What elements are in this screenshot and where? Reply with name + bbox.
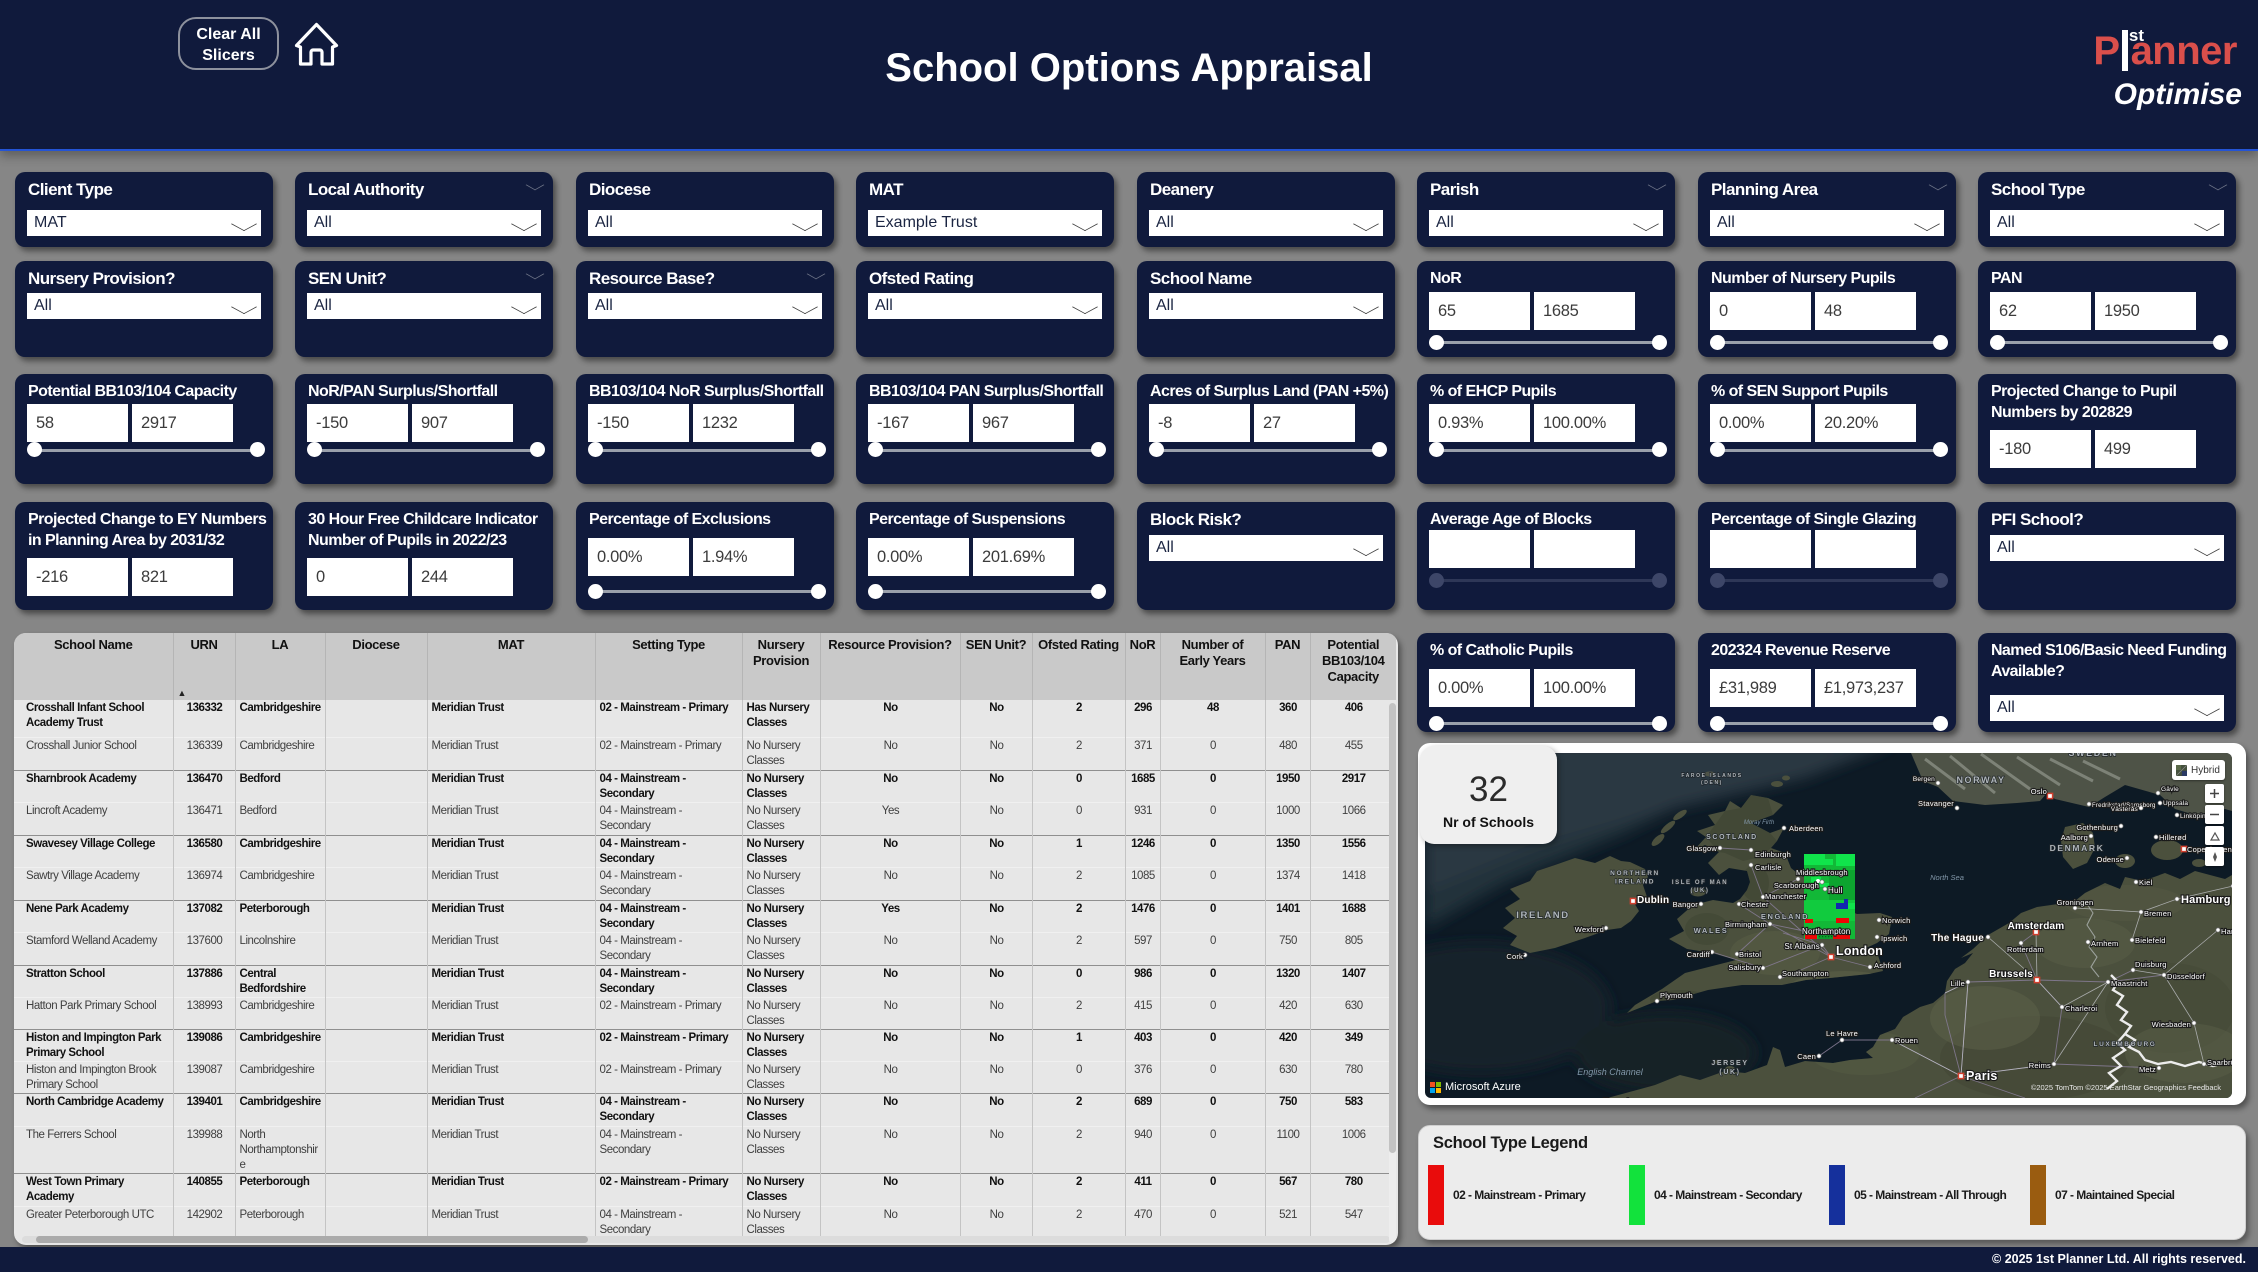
svg-text:Bremen: Bremen: [2144, 909, 2171, 918]
svg-text:Edinburgh: Edinburgh: [1755, 850, 1791, 859]
svg-text:Bristol: Bristol: [1739, 950, 1761, 959]
svg-text:Amsterdam: Amsterdam: [2008, 921, 2065, 932]
svg-text:Ashford: Ashford: [1874, 961, 1901, 970]
svg-text:Uppsala: Uppsala: [2163, 800, 2188, 807]
svg-text:Middlesbrough: Middlesbrough: [1796, 868, 1848, 877]
svg-text:Norwich: Norwich: [1882, 916, 1911, 925]
svg-text:NORTHERN: NORTHERN: [1610, 870, 1660, 877]
svg-text:Metz: Metz: [2139, 1065, 2156, 1074]
svg-text:Salisbury: Salisbury: [1728, 963, 1761, 972]
svg-text:Linköping: Linköping: [2180, 813, 2210, 820]
svg-text:(DEN): (DEN): [1701, 780, 1723, 786]
svg-text:(UK): (UK): [1719, 1069, 1740, 1076]
svg-text:Bielefeld: Bielefeld: [2135, 936, 2166, 945]
svg-text:(UK): (UK): [1690, 888, 1709, 894]
svg-text:Fredrikstad/Sarpsborg: Fredrikstad/Sarpsborg: [2092, 803, 2156, 809]
svg-text:London: London: [1836, 944, 1883, 958]
svg-text:The Hague: The Hague: [1931, 933, 1984, 944]
svg-text:Cork: Cork: [1506, 952, 1523, 961]
svg-text:IRELAND: IRELAND: [1516, 910, 1569, 921]
svg-text:Arnhem: Arnhem: [2091, 939, 2118, 948]
svg-text:Caen: Caen: [1797, 1052, 1816, 1061]
svg-text:Le Havre: Le Havre: [1826, 1029, 1858, 1038]
svg-text:JERSEY: JERSEY: [1711, 1060, 1748, 1067]
svg-text:IRELAND: IRELAND: [1615, 879, 1655, 886]
svg-text:Düsseldorf: Düsseldorf: [2167, 972, 2206, 981]
svg-text:Lille: Lille: [1951, 979, 1965, 988]
svg-text:FAROE ISLANDS: FAROE ISLANDS: [1681, 773, 1742, 779]
svg-text:Wiesbaden: Wiesbaden: [2152, 1020, 2191, 1029]
svg-text:Gävle: Gävle: [2161, 786, 2179, 793]
svg-text:North Sea: North Sea: [1930, 873, 1964, 882]
svg-text:Oslo: Oslo: [2031, 787, 2047, 796]
svg-text:Glasgow: Glasgow: [1686, 844, 1717, 853]
svg-text:Carlisle: Carlisle: [1755, 863, 1782, 872]
svg-text:Moray Firth: Moray Firth: [1744, 820, 1775, 826]
svg-text:Duisburg: Duisburg: [2135, 960, 2167, 969]
svg-text:Birmingham: Birmingham: [1725, 920, 1767, 929]
svg-text:Hull: Hull: [1828, 886, 1843, 895]
svg-text:Reims: Reims: [2029, 1061, 2051, 1070]
svg-text:DENMARK: DENMARK: [2050, 843, 2105, 853]
svg-text:Aberdeen: Aberdeen: [1789, 824, 1823, 833]
svg-text:Hamburg: Hamburg: [2181, 894, 2231, 906]
svg-text:Stavanger: Stavanger: [1918, 799, 1954, 808]
svg-text:Chester: Chester: [1741, 900, 1769, 909]
svg-text:Saarbrück: Saarbrück: [2207, 1058, 2232, 1067]
svg-text:Brest: Brest: [1603, 1097, 1630, 1098]
svg-text:Odense: Odense: [2097, 855, 2124, 864]
svg-text:WALES: WALES: [1694, 926, 1729, 935]
svg-text:SCOTLAND: SCOTLAND: [1706, 834, 1758, 841]
svg-text:St Albans: St Albans: [1784, 942, 1820, 951]
svg-text:Plymouth: Plymouth: [1660, 991, 1693, 1000]
svg-text:Hannover: Hannover: [2221, 927, 2232, 936]
svg-text:Rouen: Rouen: [1895, 1036, 1918, 1045]
svg-text:SWEDEN: SWEDEN: [2068, 753, 2117, 758]
svg-text:Groningen: Groningen: [2057, 898, 2094, 907]
svg-text:Cardiff: Cardiff: [1687, 950, 1711, 959]
svg-text:Maastricht: Maastricht: [2111, 979, 2148, 988]
svg-text:Northampton: Northampton: [1802, 927, 1850, 936]
svg-text:NORWAY: NORWAY: [1956, 775, 2005, 785]
svg-text:Bergen: Bergen: [1913, 776, 1935, 783]
svg-text:ISLE OF MAN: ISLE OF MAN: [1672, 880, 1728, 886]
svg-text:Wexford: Wexford: [1575, 925, 1604, 934]
svg-text:Charleroi: Charleroi: [2065, 1004, 2097, 1013]
svg-text:Dublin: Dublin: [1637, 895, 1669, 906]
svg-text:Manchester: Manchester: [1765, 892, 1806, 901]
svg-text:Bangor: Bangor: [1673, 900, 1699, 909]
svg-text:Ipswich: Ipswich: [1881, 934, 1907, 943]
svg-text:English Channel: English Channel: [1577, 1067, 1644, 1077]
svg-text:ENGLAND: ENGLAND: [1761, 912, 1809, 921]
svg-text:Kiel: Kiel: [2139, 878, 2152, 887]
svg-text:Hillerød: Hillerød: [2159, 833, 2186, 842]
svg-text:Västerås: Västerås: [2111, 805, 2139, 813]
svg-text:Brussels: Brussels: [1989, 969, 2033, 980]
svg-text:Paris: Paris: [1966, 1069, 1998, 1083]
svg-text:Aalborg: Aalborg: [2061, 833, 2088, 842]
svg-text:Rotterdam: Rotterdam: [2007, 945, 2044, 954]
svg-text:Scarborough: Scarborough: [1774, 881, 1819, 890]
svg-text:Southampton: Southampton: [1782, 969, 1829, 978]
svg-text:LUXEMBOURG: LUXEMBOURG: [2094, 1041, 2157, 1048]
svg-text:Gothenburg: Gothenburg: [2076, 823, 2118, 832]
